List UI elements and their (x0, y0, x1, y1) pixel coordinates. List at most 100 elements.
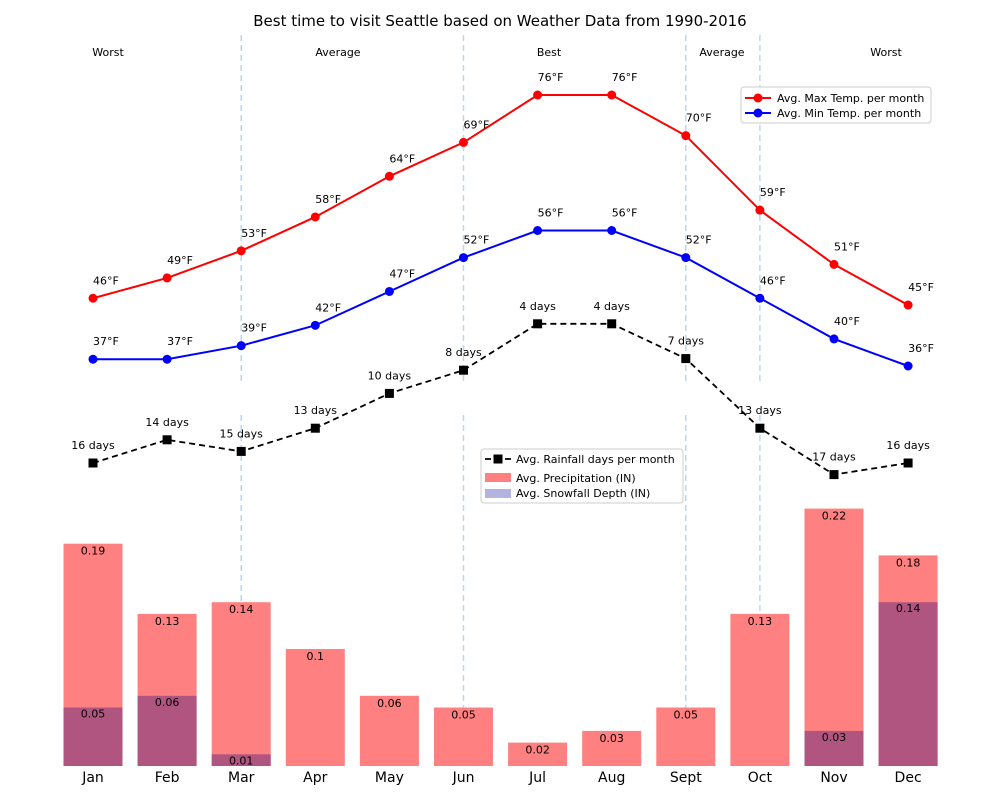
season-label-4: Worst (870, 46, 902, 59)
precip-label-4: 0.06 (377, 697, 402, 710)
precip-label-8: 0.05 (674, 709, 699, 722)
snow-legend-label: Avg. Snowfall Depth (IN) (516, 487, 650, 500)
snow-bar-2 (211, 754, 271, 766)
rainfall-label-0: 16 days (71, 439, 115, 452)
precip-legend-label: Avg. Precipitation (IN) (516, 472, 636, 485)
snow-bar-1 (137, 695, 197, 766)
temp-point-0-7 (607, 90, 617, 100)
precip-bar-3 (285, 649, 345, 766)
rainfall-label-11: 16 days (886, 439, 930, 452)
precip-label-2: 0.14 (229, 603, 254, 616)
temp-point-1-6 (533, 226, 543, 235)
x-tick-label-7: Aug (598, 770, 625, 786)
temp-point-1-9 (755, 293, 765, 303)
precip-bar-2 (211, 602, 271, 766)
precip-label-6: 0.02 (525, 744, 550, 757)
x-tick-label-1: Feb (155, 770, 180, 786)
temp-label-0-3: 58°F (315, 193, 341, 206)
temp-point-1-7 (607, 226, 617, 235)
temp-label-1-0: 37°F (93, 335, 119, 348)
temp-label-1-8: 52°F (686, 234, 712, 247)
rainfall-label-10: 17 days (812, 451, 856, 464)
temp-point-1-10 (829, 334, 839, 344)
temp-label-1-9: 46°F (760, 274, 786, 287)
rainfall-point-10 (829, 470, 839, 480)
temp-label-0-4: 64°F (389, 152, 415, 165)
temp-legend-label-0: Avg. Max Temp. per month (777, 92, 924, 105)
rainfall-label-1: 14 days (145, 416, 189, 429)
precip-label-1: 0.13 (155, 615, 180, 628)
x-tick-label-10: Nov (820, 770, 847, 786)
rainfall-label-3: 13 days (294, 404, 338, 417)
x-tick-label-5: Jun (452, 770, 475, 786)
temp-legend-box (740, 86, 932, 124)
rainfall-point-0 (88, 458, 98, 468)
precip-label-5: 0.05 (451, 709, 476, 722)
temp-point-1-11 (903, 361, 913, 371)
rainfall-label-4: 10 days (368, 369, 412, 382)
temp-label-0-8: 70°F (686, 112, 712, 125)
rainfall-label-8: 7 days (668, 335, 705, 348)
temp-point-0-10 (829, 259, 839, 269)
temp-label-1-11: 36°F (908, 342, 934, 355)
temp-label-0-5: 69°F (464, 118, 490, 131)
temp-point-1-5 (459, 253, 468, 263)
temp-point-0-6 (533, 90, 543, 100)
temp-line-0 (92, 94, 909, 306)
temp-label-1-1: 37°F (167, 335, 193, 348)
temp-point-1-0 (88, 354, 98, 364)
x-tick-label-9: Oct (748, 770, 773, 786)
temp-point-1-4 (384, 286, 394, 296)
precip-label-3: 0.1 (307, 650, 325, 663)
rainfall-point-11 (903, 458, 913, 468)
precip-label-10: 0.22 (822, 510, 847, 523)
chart-title: Best time to visit Seattle based on Weat… (253, 12, 747, 30)
snow-label-1: 0.06 (155, 696, 180, 709)
x-tick-label-0: Jan (81, 770, 104, 786)
temp-point-0-3 (310, 212, 320, 222)
rainfall-point-9 (755, 423, 765, 433)
precip-label-7: 0.03 (599, 732, 624, 745)
rainfall-point-6 (533, 319, 543, 329)
rainfall-label-6: 4 days (519, 300, 556, 313)
temp-legend-label-1: Avg. Min Temp. per month (777, 107, 921, 120)
precip-bar-6 (508, 742, 568, 766)
temp-point-1-3 (310, 320, 320, 330)
rainfall-point-5 (459, 365, 468, 375)
temp-label-1-4: 47°F (389, 267, 415, 280)
temp-label-1-10: 40°F (834, 315, 860, 328)
x-tick-label-11: Dec (895, 770, 922, 786)
temp-label-0-11: 45°F (908, 281, 934, 294)
rainfall-point-2 (236, 446, 246, 456)
precip-bar-5 (434, 707, 493, 766)
temp-label-1-2: 39°F (241, 322, 267, 335)
precip-label-9: 0.13 (748, 615, 773, 628)
precip-bar-7 (582, 730, 642, 766)
temp-label-0-0: 46°F (93, 274, 119, 287)
temp-label-1-5: 52°F (464, 234, 490, 247)
temp-label-0-6: 76°F (538, 71, 564, 84)
rainfall-point-8 (681, 354, 691, 364)
season-label-0: Worst (92, 46, 124, 59)
temp-label-0-9: 59°F (760, 186, 786, 199)
temp-point-0-4 (384, 171, 394, 181)
temp-point-0-11 (903, 300, 913, 310)
rain-legend-box (480, 448, 684, 504)
temp-label-1-3: 42°F (315, 301, 341, 314)
precip-bar-8 (656, 707, 716, 766)
rainfall-label-7: 4 days (593, 300, 630, 313)
snow-legend-swatch (485, 489, 511, 498)
precip-bar-9 (730, 613, 790, 766)
temp-label-0-1: 49°F (167, 254, 193, 267)
snow-bar-0 (63, 707, 123, 766)
x-tick-label-4: May (375, 770, 404, 786)
rainfall-point-3 (310, 423, 320, 433)
precip-bar-10 (804, 508, 864, 766)
snow-label-0: 0.05 (81, 708, 106, 721)
snow-bar-10 (804, 730, 864, 766)
snow-label-10: 0.03 (822, 731, 847, 744)
temp-point-0-9 (755, 205, 765, 215)
rain-legend-marker (493, 454, 503, 464)
rainfall-line (92, 322, 909, 476)
